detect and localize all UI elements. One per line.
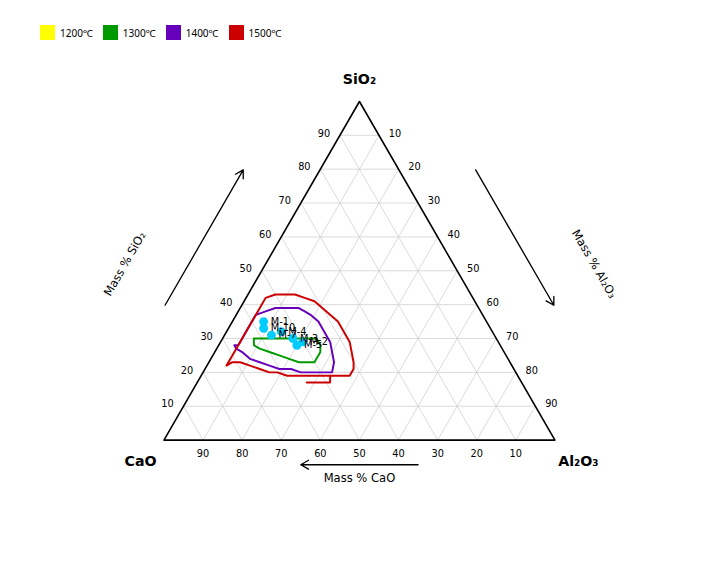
html-text:1500℃: 1500℃: [248, 25, 282, 40]
svg-text:M-1: M-1: [270, 315, 289, 327]
svg-text:SiO₂: SiO₂: [343, 71, 376, 87]
svg-text:90: 90: [318, 128, 330, 139]
svg-text:50: 50: [353, 448, 365, 459]
svg-text:80: 80: [298, 161, 310, 172]
svg-text:40: 40: [392, 448, 404, 459]
svg-text:40: 40: [447, 229, 459, 240]
svg-text:10: 10: [389, 128, 401, 139]
svg-text:Mass % SiO₂: Mass % SiO₂: [101, 229, 149, 298]
svg-text:90: 90: [545, 398, 557, 409]
svg-text:60: 60: [487, 297, 499, 308]
svg-text:M-10: M-10: [271, 322, 295, 333]
svg-text:30: 30: [431, 448, 443, 459]
svg-text:CaO: CaO: [124, 453, 156, 469]
html-text:1300℃: 1300℃: [122, 25, 156, 40]
svg-text:20: 20: [408, 161, 420, 172]
svg-text:40: 40: [220, 297, 232, 308]
svg-text:70: 70: [279, 195, 291, 206]
svg-text:80: 80: [526, 365, 538, 376]
html-text:1400℃: 1400℃: [185, 25, 219, 40]
svg-text:M-3: M-3: [300, 332, 319, 344]
svg-text:20: 20: [471, 448, 483, 459]
svg-text:30: 30: [428, 195, 440, 206]
svg-text:20: 20: [181, 365, 193, 376]
svg-text:80: 80: [236, 448, 248, 459]
svg-text:60: 60: [314, 448, 326, 459]
svg-text:50: 50: [467, 263, 479, 274]
svg-text:70: 70: [506, 331, 518, 342]
svg-text:70: 70: [275, 448, 287, 459]
svg-text:Mass % Al₂O₃: Mass % Al₂O₃: [569, 227, 620, 301]
svg-text:10: 10: [161, 398, 173, 409]
svg-text:50: 50: [239, 263, 251, 274]
svg-text:30: 30: [200, 331, 212, 342]
svg-text:60: 60: [259, 229, 271, 240]
svg-text:M-4: M-4: [288, 325, 307, 337]
svg-text:M-5: M-5: [304, 339, 322, 350]
svg-text:M-7: M-7: [278, 329, 297, 341]
svg-text:90: 90: [197, 448, 209, 459]
svg-text:10: 10: [510, 448, 522, 459]
svg-text:Mass % CaO: Mass % CaO: [324, 471, 396, 485]
html-text:1200℃: 1200℃: [60, 25, 93, 40]
svg-text:Al₂O₃: Al₂O₃: [558, 453, 598, 469]
